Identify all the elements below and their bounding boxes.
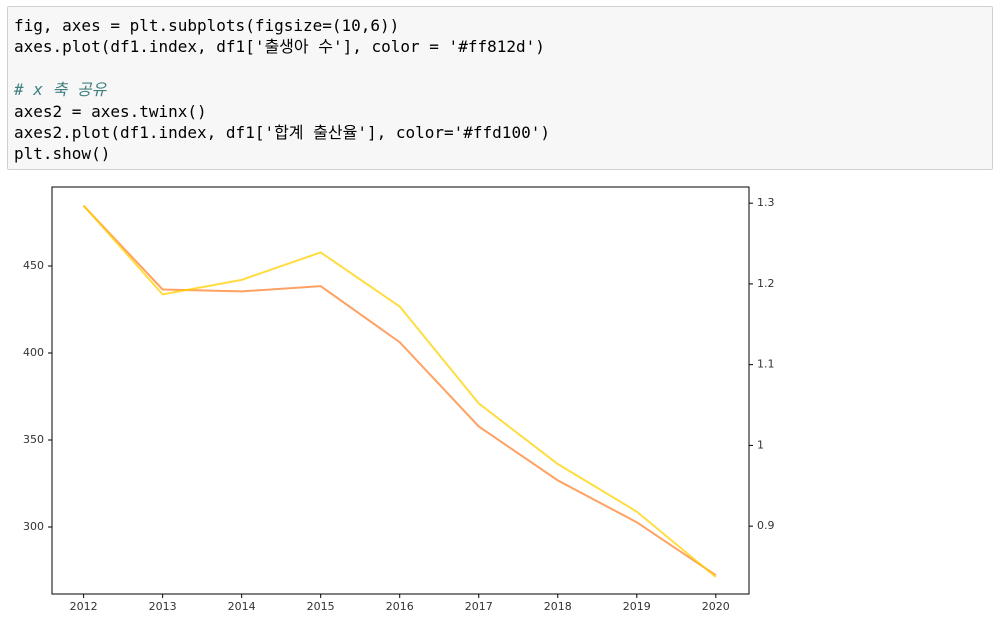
- x-tick-label: 2016: [386, 600, 414, 613]
- y-tick-label: 400: [23, 346, 44, 359]
- x-tick-label: 2020: [702, 600, 730, 613]
- y2-tick-label: 1.3: [757, 196, 775, 209]
- x-tick-label: 2017: [465, 600, 493, 613]
- blank-line: [14, 58, 986, 79]
- plot-frame: [51, 186, 750, 595]
- y-tick-label: 300: [23, 520, 44, 533]
- code-line: # x 축 공유: [14, 80, 107, 100]
- code-cell[interactable]: fig, axes = plt.subplots(figsize=(10,6))…: [7, 6, 993, 170]
- series-line: [82, 205, 717, 577]
- code-line: axes2 = axes.twinx(): [14, 101, 207, 121]
- x-tick-label: 2018: [544, 600, 572, 613]
- series-line: [82, 204, 717, 578]
- x-tick-label: 2012: [70, 600, 98, 613]
- y2-tick-label: 0.9: [757, 519, 775, 532]
- code-line: plt.show(): [14, 144, 111, 164]
- code-line: axes2.plot(df1.index, df1['합계 출산율'], col…: [14, 123, 550, 143]
- y-tick-label: 450: [23, 259, 44, 272]
- x-tick-label: 2013: [149, 600, 177, 613]
- x-tick-label: 2015: [307, 600, 335, 613]
- y2-tick-label: 1.1: [757, 358, 775, 371]
- x-tick-label: 2014: [228, 600, 256, 613]
- y2-tick-label: 1.2: [757, 277, 775, 290]
- y2-tick-label: 1: [757, 438, 764, 451]
- code-line: fig, axes = plt.subplots(figsize=(10,6)): [14, 16, 400, 35]
- code: fig, axes = plt.subplots(figsize=(10,6))…: [8, 7, 992, 173]
- y-tick-label: 350: [23, 433, 44, 446]
- code-line: axes.plot(df1.index, df1['출생아 수'], color…: [14, 37, 545, 57]
- x-tick-label: 2019: [623, 600, 651, 613]
